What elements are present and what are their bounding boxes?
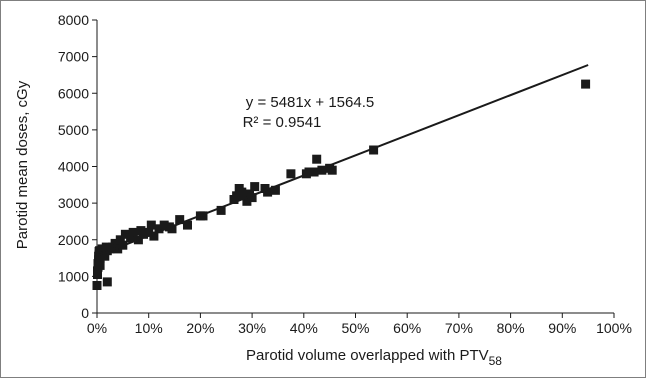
x-axis-title: Parotid volume overlapped with PTV58 — [246, 347, 502, 368]
data-point — [154, 224, 164, 234]
x-tick-label: 0% — [87, 320, 107, 336]
x-tick-label: 50% — [341, 320, 369, 336]
y-axis-title: Parotid mean doses, cGy — [14, 80, 31, 249]
data-point — [270, 185, 280, 195]
y-tick-label: 6000 — [58, 85, 89, 101]
y-tick-label: 8000 — [58, 12, 89, 28]
data-point — [263, 187, 273, 197]
data-point — [102, 277, 112, 287]
data-point — [92, 281, 102, 290]
x-tick-label: 80% — [497, 320, 525, 336]
y-tick-label: 5000 — [58, 122, 89, 138]
data-point — [247, 193, 257, 203]
data-point — [198, 211, 208, 221]
x-tick-label: 100% — [596, 320, 632, 336]
trendline-r-squared: R² = 0.9541 — [243, 114, 322, 131]
trendline — [96, 64, 589, 257]
data-point — [120, 229, 130, 239]
data-point — [312, 154, 322, 164]
data-point — [139, 229, 148, 239]
y-axis-ticks: 0 1000 2000 3000 4000 5000 6000 7000 8000 — [58, 12, 97, 321]
data-point — [317, 165, 327, 175]
data-point — [144, 227, 154, 237]
x-tick-label: 70% — [445, 320, 473, 336]
y-tick-label: 2000 — [58, 232, 89, 248]
data-point — [581, 79, 591, 89]
trendline-equation: y = 5481x + 1564.5 — [246, 94, 374, 111]
data-point — [286, 169, 296, 179]
data-point — [327, 165, 337, 175]
data-point — [100, 251, 110, 261]
data-point — [175, 215, 185, 225]
data-point — [232, 191, 242, 201]
x-tick-label: 10% — [135, 320, 163, 336]
y-tick-label: 1000 — [58, 268, 89, 284]
data-point — [304, 167, 314, 177]
data-point — [242, 196, 252, 206]
data-point — [369, 145, 379, 155]
data-points — [92, 79, 591, 290]
x-tick-label: 30% — [238, 320, 266, 336]
x-tick-label: 60% — [393, 320, 421, 336]
data-point — [159, 220, 169, 230]
data-point — [239, 191, 249, 201]
data-point — [128, 227, 138, 237]
data-point — [250, 182, 260, 192]
x-tick-label: 40% — [290, 320, 318, 336]
data-point — [167, 224, 177, 234]
data-point — [95, 260, 105, 270]
x-tick-label: 90% — [548, 320, 576, 336]
y-tick-label: 3000 — [58, 195, 89, 211]
x-axis-ticks: 0% 10% 20% 30% 40% 50% 60% 70% 80% 90% 100% — [87, 313, 632, 336]
data-point — [126, 233, 136, 243]
y-tick-label: 7000 — [58, 49, 89, 65]
data-point — [113, 244, 123, 254]
data-point — [149, 231, 159, 241]
data-point — [146, 220, 156, 230]
data-point — [115, 235, 125, 245]
data-point — [183, 220, 192, 230]
y-tick-label: 4000 — [58, 159, 89, 175]
x-tick-label: 20% — [186, 320, 214, 336]
y-tick-label: 0 — [81, 305, 89, 321]
data-point — [216, 205, 226, 215]
data-point — [110, 238, 120, 248]
